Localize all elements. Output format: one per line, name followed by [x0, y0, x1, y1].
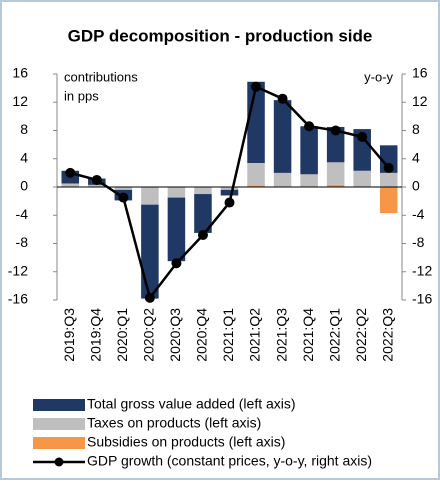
- y2-tick-label: 8: [412, 121, 420, 137]
- marker: [171, 258, 182, 269]
- bar: [141, 204, 159, 299]
- bar: [300, 126, 318, 175]
- x-tick-label: 2021:Q3: [273, 308, 289, 362]
- annotation: in pps: [64, 88, 99, 103]
- marker: [383, 162, 394, 173]
- marker: [251, 81, 262, 92]
- x-tick-label: 2022:Q2: [353, 308, 369, 362]
- y2-tick-label: 4: [412, 149, 420, 165]
- legend-swatch: [33, 418, 85, 430]
- x-tick-label: 2020:Q2: [141, 308, 157, 362]
- x-tick-label: 2020:Q3: [167, 308, 183, 362]
- bar: [273, 100, 292, 173]
- bar: [220, 189, 239, 196]
- x-tick-label: 2019:Q4: [88, 308, 104, 362]
- y2-tick-label: -4: [412, 206, 425, 222]
- legend-label: GDP growth (constant prices, y-o-y, righ…: [87, 453, 372, 469]
- y2-tick-label: 16: [412, 65, 428, 81]
- bar: [326, 126, 345, 163]
- marker: [224, 197, 235, 208]
- x-tick-label: 2022:Q3: [379, 308, 395, 362]
- bar: [353, 129, 371, 171]
- marker: [357, 131, 368, 142]
- marker: [304, 121, 315, 132]
- bar: [167, 197, 186, 262]
- bar: [379, 172, 398, 187]
- y-tick-label: 12: [12, 93, 28, 109]
- y-tick-label: -12: [8, 262, 28, 278]
- bar: [114, 187, 133, 190]
- y-tick-label: -4: [16, 206, 29, 222]
- bar: [326, 184, 345, 187]
- bar: [88, 184, 106, 187]
- y2-tick-label: 0: [412, 178, 420, 194]
- y-tick-label: 8: [20, 121, 28, 137]
- bar: [141, 187, 159, 205]
- legend-marker: [54, 457, 64, 467]
- bar: [300, 174, 318, 187]
- y2-tick-label: -8: [412, 234, 425, 250]
- annotation: y-o-y: [364, 69, 393, 84]
- legend-swatch: [33, 399, 85, 411]
- bar: [353, 170, 371, 187]
- marker: [118, 192, 129, 203]
- bar: [273, 172, 292, 187]
- x-tick-label: 2021:Q4: [300, 308, 316, 362]
- bar: [326, 162, 345, 185]
- marker: [91, 174, 102, 185]
- bar: [167, 187, 186, 198]
- annotation: contributions: [64, 69, 138, 84]
- bar: [247, 81, 265, 163]
- chart-title: GDP decomposition - production side: [68, 26, 373, 45]
- y-tick-label: -16: [8, 291, 28, 307]
- y2-tick-label: 12: [412, 93, 428, 109]
- marker: [197, 230, 208, 241]
- y2-tick-label: -16: [412, 291, 432, 307]
- y2-tick-label: -12: [412, 262, 432, 278]
- x-tick-label: 2019:Q3: [61, 308, 77, 362]
- bar: [194, 194, 212, 233]
- y-tick-label: 16: [12, 65, 28, 81]
- legend-label: Subsidies on products (left axis): [87, 434, 285, 450]
- bar: [379, 187, 398, 214]
- legend-label: Taxes on products (left axis): [87, 415, 261, 431]
- bar: [61, 183, 80, 187]
- x-tick-label: 2020:Q4: [194, 308, 210, 362]
- legend-label: Total gross value added (left axis): [87, 396, 296, 412]
- bar: [220, 187, 239, 190]
- x-tick-label: 2021:Q1: [220, 308, 236, 362]
- x-tick-label: 2021:Q2: [247, 308, 263, 362]
- x-tick-label: 2020:Q1: [114, 308, 130, 362]
- marker: [65, 167, 76, 178]
- marker: [144, 292, 155, 303]
- bar: [247, 185, 265, 187]
- y-tick-label: -8: [16, 234, 29, 250]
- bar: [194, 187, 212, 195]
- y-tick-label: 0: [20, 178, 28, 194]
- marker: [277, 93, 288, 104]
- x-tick-label: 2022:Q1: [326, 308, 342, 362]
- marker: [330, 125, 341, 136]
- legend-swatch: [33, 437, 85, 449]
- y-tick-label: 4: [20, 149, 28, 165]
- bar: [247, 162, 265, 186]
